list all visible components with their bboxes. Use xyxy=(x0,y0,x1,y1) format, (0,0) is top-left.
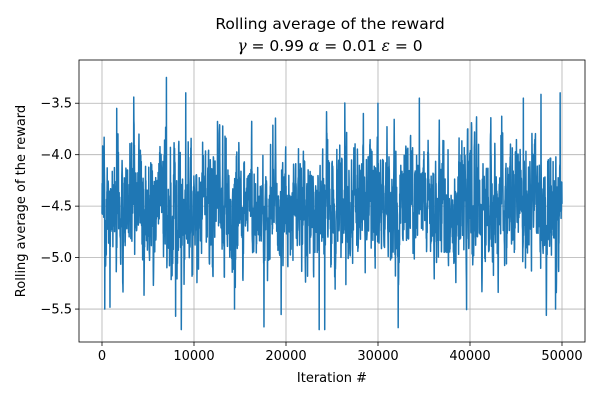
y-tick-label: −4.5 xyxy=(40,200,72,215)
x-axis-ticks: 0 10000 20000 30000 40000 50000 xyxy=(98,342,583,364)
epsilon-value: = 0 xyxy=(390,37,423,55)
alpha-value: = 0.01 xyxy=(319,37,381,55)
plot-area-frame xyxy=(78,59,586,343)
y-tick-label: −3.5 xyxy=(40,97,72,112)
x-tick-label: 30000 xyxy=(357,349,398,364)
x-tick-label: 40000 xyxy=(449,349,490,364)
alpha-symbol: α xyxy=(309,37,320,55)
reward-series-line xyxy=(101,76,563,331)
x-tick-label: 20000 xyxy=(265,349,306,364)
y-tick-label: −4.0 xyxy=(40,148,72,163)
y-tick-label: −5.0 xyxy=(40,251,72,266)
y-axis-label: Rolling average of the reward xyxy=(14,105,29,297)
x-tick-label: 50000 xyxy=(541,349,582,364)
gamma-value: = 0.99 xyxy=(247,37,309,55)
epsilon-symbol: ε xyxy=(382,37,390,55)
x-tick-label: 10000 xyxy=(173,349,214,364)
chart-subtitle: γ = 0.99 α = 0.01 ε = 0 xyxy=(237,37,422,55)
x-axis-label: Iteration # xyxy=(297,371,367,386)
x-tick-label: 0 xyxy=(98,349,106,364)
y-tick-label: −5.5 xyxy=(40,303,72,318)
y-axis-ticks: −5.5 −5.0 −4.5 −4.0 −3.5 xyxy=(40,97,79,318)
gamma-symbol: γ xyxy=(237,37,247,55)
chart-title: Rolling average of the reward xyxy=(215,15,444,33)
